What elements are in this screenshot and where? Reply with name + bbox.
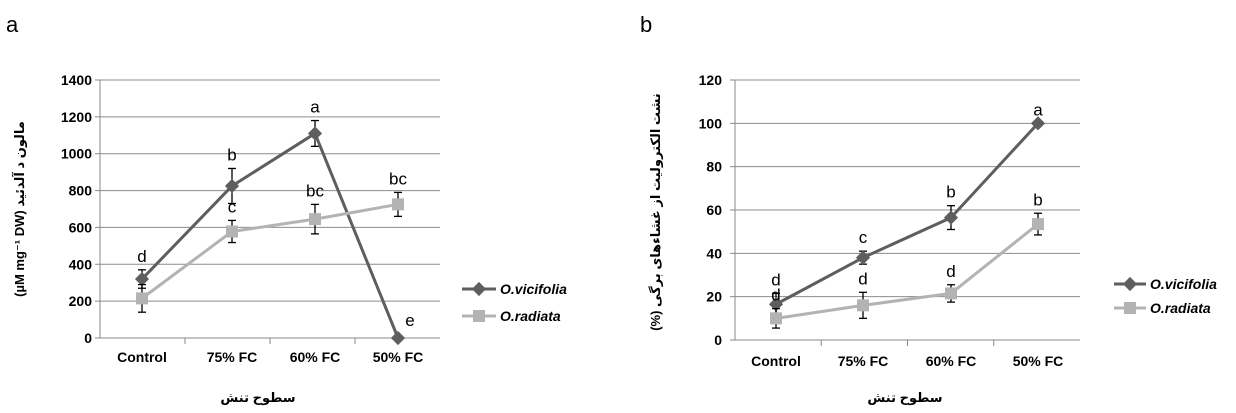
data-point-marker xyxy=(856,251,870,265)
y-tick-label: 120 xyxy=(699,72,723,88)
significance-letter: e xyxy=(405,311,414,330)
x-tick-label: 75% FC xyxy=(838,353,889,369)
significance-letter: b xyxy=(1033,190,1042,209)
y-tick-label: 60 xyxy=(706,202,722,218)
x-tick-label: Control xyxy=(117,349,167,365)
legend: O.vicifolia O.radiata xyxy=(462,281,567,324)
data-point-marker xyxy=(770,312,782,324)
significance-letter: bc xyxy=(389,169,407,188)
y-tick-label: 400 xyxy=(69,256,93,272)
chart-panel-b: b 0 20 40 60 80 100 120 Control 75% FC 60% FC 50%… xyxy=(640,12,1217,405)
legend-marker-series-1 xyxy=(472,282,486,296)
data-point-marker xyxy=(136,292,148,304)
y-tick-label: 40 xyxy=(706,245,722,261)
gridlines xyxy=(730,80,1080,346)
data-point-marker xyxy=(226,225,238,237)
significance-letter: c xyxy=(859,228,868,247)
legend-label-series-2: O.radiata xyxy=(1150,300,1211,316)
chart-panel-a: a 0 200 400 600 800 1000 1200 1400 Control 75% F… xyxy=(6,12,567,405)
data-point-marker xyxy=(1032,218,1044,230)
significance-letter: b xyxy=(227,145,236,164)
data-point-marker xyxy=(308,126,322,140)
legend-marker-series-1 xyxy=(1123,277,1137,291)
x-tick-label: 50% FC xyxy=(373,349,424,365)
significance-letter: b xyxy=(946,183,955,202)
y-tick-label: 200 xyxy=(69,293,93,309)
y-tick-label: 0 xyxy=(714,332,722,348)
data-point-marker xyxy=(392,198,404,210)
x-axis-label: سطوح تنش xyxy=(220,390,295,405)
panel-label-a: a xyxy=(6,12,19,37)
y-tick-label: 0 xyxy=(84,330,92,346)
significance-letter: bc xyxy=(306,181,324,200)
data-point-marker xyxy=(391,331,405,345)
legend-label-series-1: O.vicifolia xyxy=(1150,276,1217,292)
x-tick-label: 75% FC xyxy=(207,349,258,365)
y-tick-label: 1200 xyxy=(61,109,92,125)
y-tick-label: 80 xyxy=(706,159,722,175)
significance-letter: c xyxy=(228,197,237,216)
significance-letter: d xyxy=(946,262,955,281)
x-tick-labels: Control 75% FC 60% FC 50% FC xyxy=(751,353,1063,369)
series-line-1 xyxy=(142,133,398,338)
data-point-marker xyxy=(309,213,321,225)
y-tick-label: 600 xyxy=(69,219,93,235)
x-tick-labels: Control 75% FC 60% FC 50% FC xyxy=(117,349,423,365)
data-point-marker xyxy=(857,299,869,311)
y-axis-label: (%) نشت الکترولیت از غشاءهای برگی xyxy=(648,93,663,331)
significance-letter: d xyxy=(858,269,867,288)
x-tick-label: Control xyxy=(751,353,801,369)
y-tick-label: 1400 xyxy=(61,72,92,88)
y-tick-label: 20 xyxy=(706,289,722,305)
legend-label-series-2: O.radiata xyxy=(500,308,561,324)
y-axis-label: (µM mg⁻¹ DW) مالون د آلدئید xyxy=(11,121,27,297)
series-line-2 xyxy=(142,204,398,298)
legend: O.vicifolia O.radiata xyxy=(1114,276,1217,316)
legend-marker-series-2 xyxy=(473,310,485,322)
significance-letter: d xyxy=(771,286,780,305)
x-tick-label: 60% FC xyxy=(290,349,341,365)
gridlines xyxy=(95,80,440,344)
significance-letter: a xyxy=(1033,100,1043,119)
x-tick-label: 60% FC xyxy=(926,353,977,369)
y-tick-labels: 0 200 400 600 800 1000 1200 1400 xyxy=(61,72,92,346)
y-tick-labels: 0 20 40 60 80 100 120 xyxy=(699,72,723,348)
y-tick-label: 800 xyxy=(69,183,93,199)
significance-letter: d xyxy=(137,247,146,266)
legend-label-series-1: O.vicifolia xyxy=(500,281,567,297)
panel-label-b: b xyxy=(640,12,652,37)
y-tick-label: 100 xyxy=(699,115,723,131)
x-tick-label: 50% FC xyxy=(1013,353,1064,369)
significance-letter: a xyxy=(310,98,320,117)
data-point-marker xyxy=(945,287,957,299)
x-axis-label: سطوح تنش xyxy=(867,390,942,405)
y-tick-label: 1000 xyxy=(61,146,92,162)
series-line-1 xyxy=(776,123,1038,304)
series-layer: d b a e c bc bc xyxy=(135,98,415,346)
legend-marker-series-2 xyxy=(1124,302,1136,314)
